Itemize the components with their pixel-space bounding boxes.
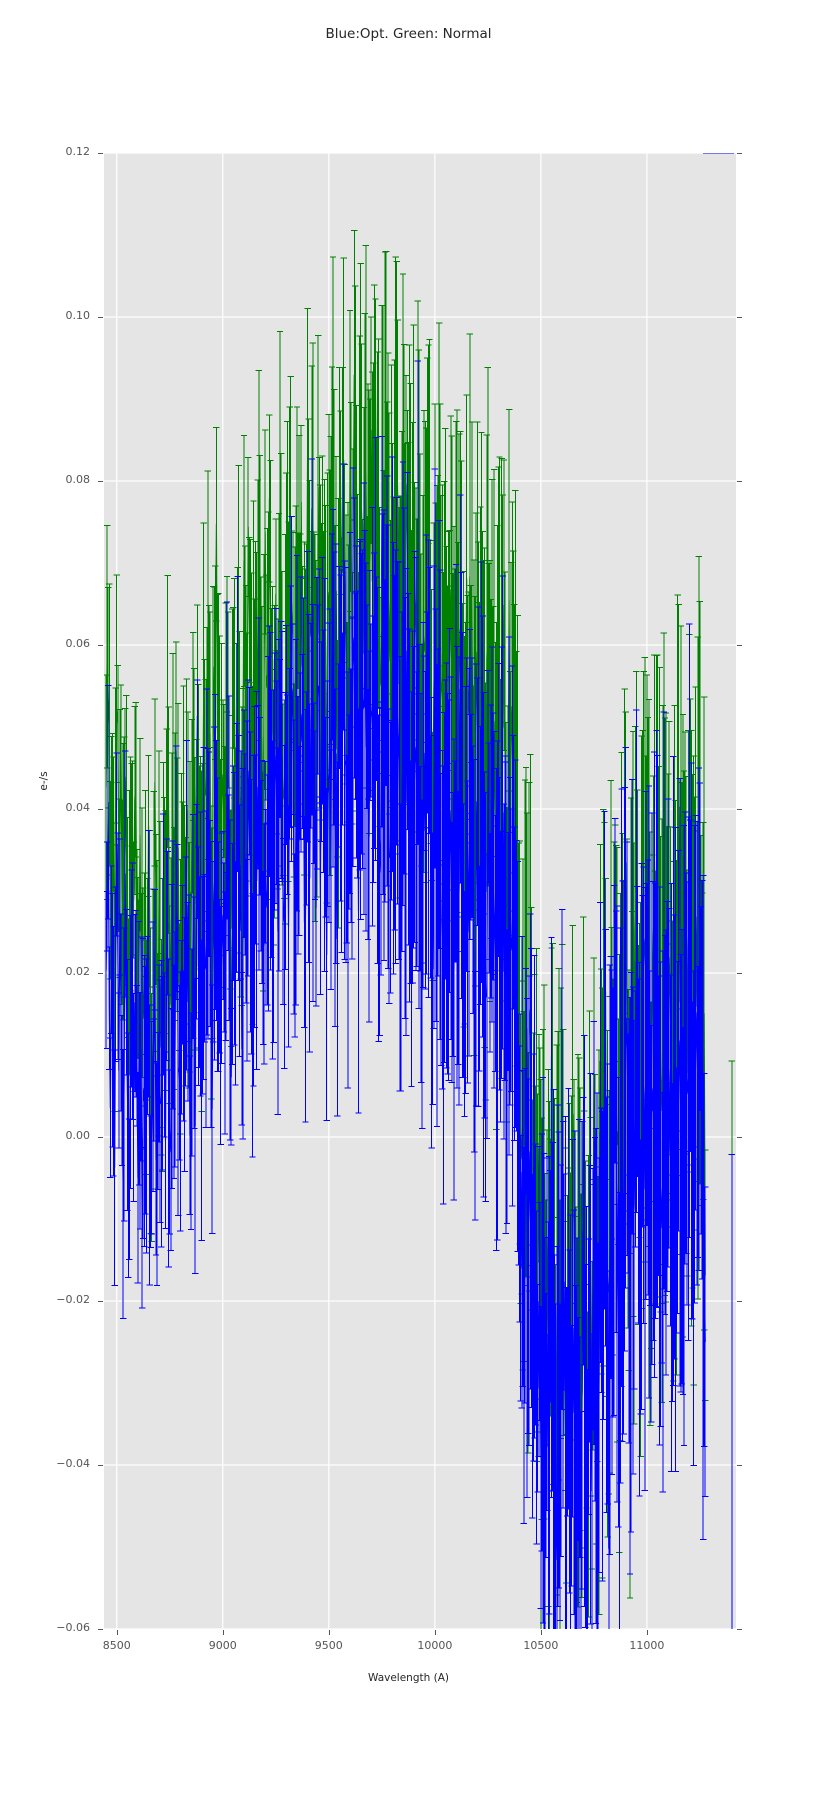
- y-tick-mark: [98, 317, 103, 318]
- x-tick-label: 10500: [523, 1639, 559, 1652]
- y-tick-label: 0.02: [65, 965, 91, 978]
- y-tick-mark: [98, 481, 103, 482]
- x-tick-mark: [116, 1630, 118, 1635]
- y-axis-label: e-/s: [38, 771, 50, 791]
- y-tick-mark: [98, 645, 103, 646]
- y-tick-mark: [98, 809, 103, 810]
- y-tick-mark-right: [737, 1465, 742, 1466]
- chart-title: Blue:Opt. Green: Normal: [325, 26, 492, 42]
- x-tick-label: 11000: [629, 1639, 665, 1652]
- y-tick-label: 0.10: [65, 309, 91, 322]
- y-tick-mark: [98, 1629, 103, 1630]
- y-tick-mark-right: [737, 317, 742, 318]
- y-tick-mark: [98, 1137, 103, 1138]
- y-tick-label: −0.02: [56, 1293, 90, 1306]
- y-tick-label: −0.06: [56, 1621, 90, 1634]
- errorbars-opt-: [104, 153, 735, 1629]
- y-tick-mark-right: [737, 153, 742, 154]
- x-tick-label: 10000: [417, 1639, 453, 1652]
- y-tick-label: −0.04: [56, 1457, 90, 1470]
- y-tick-mark-right: [737, 1301, 742, 1302]
- y-tick-label: 0.00: [65, 1129, 91, 1142]
- y-tick-mark: [98, 153, 103, 154]
- y-tick-label: 0.04: [65, 801, 91, 814]
- y-tick-mark-right: [737, 973, 742, 974]
- y-tick-mark-right: [737, 809, 742, 810]
- y-tick-mark: [98, 973, 103, 974]
- y-tick-mark-right: [737, 1137, 742, 1138]
- x-tick-mark: [434, 1630, 436, 1635]
- plot-area: [104, 153, 736, 1629]
- x-tick-mark: [328, 1630, 330, 1635]
- y-tick-mark-right: [737, 645, 742, 646]
- y-tick-label: 0.06: [65, 637, 91, 650]
- x-tick-label: 9000: [208, 1639, 237, 1652]
- y-tick-mark-right: [737, 1629, 742, 1630]
- chart-svg: [104, 153, 736, 1629]
- x-tick-mark: [540, 1630, 542, 1635]
- y-tick-label: 0.08: [65, 473, 91, 486]
- x-axis-label: Wavelength (A): [367, 1672, 449, 1684]
- line-opt-: [105, 596, 706, 1561]
- x-tick-label: 8500: [102, 1639, 131, 1652]
- x-tick-mark: [646, 1630, 648, 1635]
- x-tick-mark: [222, 1630, 224, 1635]
- y-tick-mark: [98, 1465, 103, 1466]
- y-tick-mark-right: [737, 481, 742, 482]
- x-tick-label: 9500: [314, 1639, 343, 1652]
- y-tick-label: 0.12: [65, 145, 91, 158]
- y-tick-mark: [98, 1301, 103, 1302]
